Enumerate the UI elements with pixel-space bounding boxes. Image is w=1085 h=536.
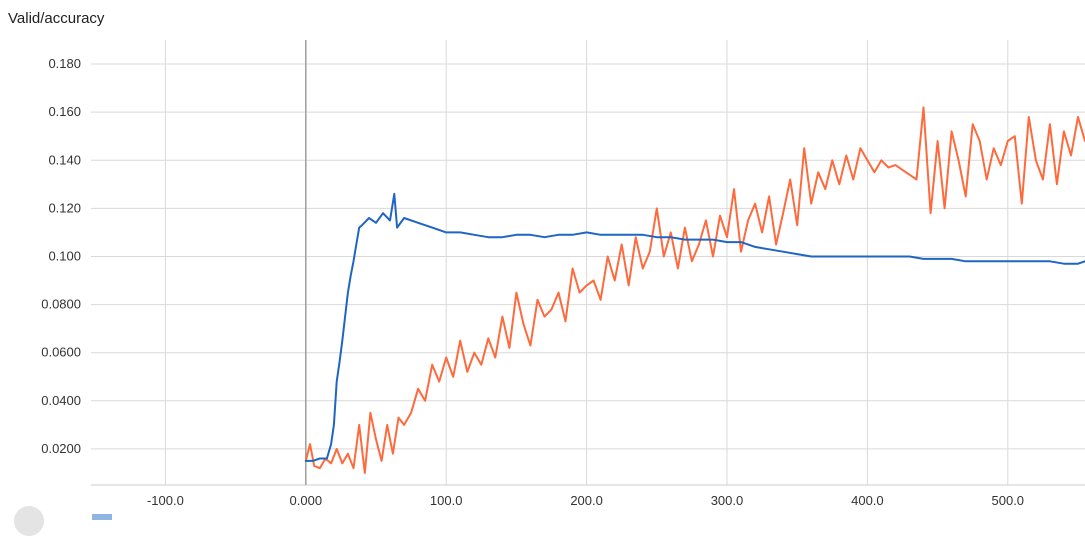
- x-tick-label: 300.0: [711, 493, 744, 508]
- y-tick-label: 0.0800: [41, 297, 81, 312]
- series-lines: [304, 106, 1085, 474]
- x-tick-label: -100.0: [147, 493, 184, 508]
- x-tick-label: 500.0: [992, 493, 1025, 508]
- x-tick-label: 0.000: [290, 493, 323, 508]
- toolbar-button-partial[interactable]: [14, 506, 44, 536]
- tick-labels: 0.0200 0.0400 0.0600 0.0800 0.100 0.120 0.140 0…: [41, 56, 1024, 508]
- chart-title: Valid/accuracy: [8, 10, 105, 27]
- chart-plot[interactable]: 0.0200 0.0400 0.0600 0.0800 0.100 0.120 0.140 0…: [0, 0, 1085, 518]
- legend-swatch-partial: [92, 514, 112, 520]
- series-line-blue: [304, 192, 1085, 462]
- x-tick-label: 100.0: [430, 493, 463, 508]
- x-tick-label: 200.0: [570, 493, 603, 508]
- axes: [91, 40, 1085, 486]
- y-tick-label: 0.180: [48, 56, 81, 71]
- y-tick-label: 0.100: [48, 248, 81, 263]
- x-tick-label: 400.0: [851, 493, 884, 508]
- y-tick-label: 0.0200: [41, 441, 81, 456]
- y-tick-label: 0.160: [48, 104, 81, 119]
- y-tick-label: 0.0400: [41, 393, 81, 408]
- series-line-orange: [304, 106, 1085, 474]
- y-tick-label: 0.140: [48, 152, 81, 167]
- y-tick-label: 0.0600: [41, 345, 81, 360]
- y-tick-label: 0.120: [48, 200, 81, 215]
- grid-lines: [91, 40, 1085, 485]
